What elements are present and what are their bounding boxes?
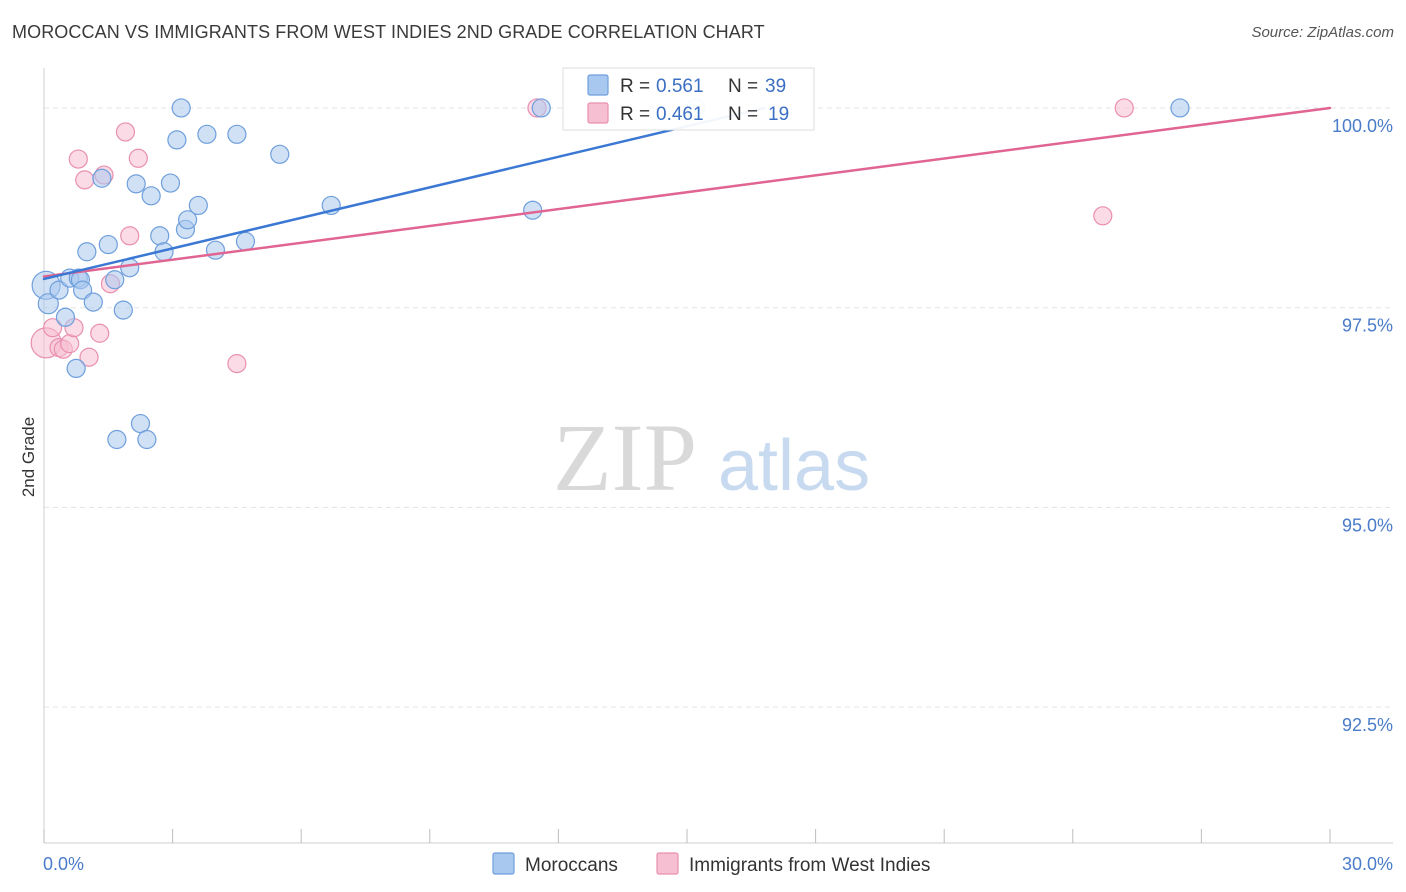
moroccan-point-5 <box>66 358 86 379</box>
legend-label-west-indies: Immigrants from West Indies <box>689 855 930 876</box>
moroccan-point-16 <box>120 258 140 278</box>
moroccan-point-27 <box>178 210 198 230</box>
moroccan-point-38 <box>1170 98 1190 118</box>
west-indies-point-9 <box>90 323 110 343</box>
stat-n-value-west-indies: 19 <box>768 104 789 125</box>
watermark-zip: ZIP <box>553 404 697 511</box>
watermark: ZIP atlas <box>553 404 870 511</box>
stat-r-value-west-indies: 0.461 <box>656 104 704 125</box>
moroccan-point-2 <box>49 280 69 300</box>
moroccan-point-3 <box>55 307 76 327</box>
stat-n-label-1: N = <box>728 76 758 97</box>
moroccan-point-21 <box>150 226 170 246</box>
moroccan-point-10 <box>83 292 103 312</box>
moroccan-point-33 <box>270 144 290 164</box>
data-points <box>30 98 1190 450</box>
legend-label-moroccans: Moroccans <box>525 855 618 876</box>
moroccan-point-15 <box>113 300 133 320</box>
moroccan-point-23 <box>160 173 181 193</box>
stat-swatch-west-indies <box>587 102 609 124</box>
west-indies-point-18 <box>1114 98 1134 118</box>
west-indies-point-1 <box>42 318 63 338</box>
moroccan-trend-line <box>42 106 766 281</box>
moroccan-point-18 <box>130 413 151 434</box>
stat-r-label-2: R = <box>620 104 650 125</box>
moroccan-point-1 <box>37 293 59 315</box>
moroccan-point-29 <box>197 124 217 144</box>
west-indies-point-12 <box>115 122 136 142</box>
y-tick-label-2: 95.0% <box>1342 515 1393 535</box>
west-indies-trend-line <box>42 106 1332 278</box>
watermark-atlas: atlas <box>718 426 870 506</box>
x-tick-label-min: 0.0% <box>43 854 84 874</box>
moroccan-point-28 <box>188 195 208 216</box>
moroccan-point-12 <box>98 234 118 255</box>
trend-lines <box>42 106 1332 281</box>
y-tick-label-3: 92.5% <box>1342 715 1393 735</box>
moroccan-point-14 <box>107 429 127 450</box>
west-indies-point-8 <box>79 347 99 367</box>
y-tick-labels: 100.0% 97.5% 95.0% 92.5% <box>1332 116 1393 735</box>
moroccan-point-35 <box>523 200 543 220</box>
chart-source: Source: ZipAtlas.com <box>1251 24 1394 41</box>
west-indies-point-7 <box>75 170 95 190</box>
legend-swatch-west-indies <box>656 852 679 875</box>
west-indies-point-6 <box>68 149 88 169</box>
west-indies-point-13 <box>120 226 140 246</box>
stat-swatch-moroccans <box>587 74 609 96</box>
series-legend: Moroccans Immigrants from West Indies <box>492 852 930 876</box>
stat-r-label-1: R = <box>620 76 650 97</box>
moroccan-point-9 <box>77 242 97 262</box>
grid-lines <box>44 107 1393 708</box>
y-axis-title: 2nd Grade <box>19 417 38 497</box>
west-indies-point-15 <box>227 354 247 374</box>
x-tick-label-max: 30.0% <box>1342 854 1393 874</box>
moroccan-point-17 <box>126 174 146 194</box>
west-indies-point-17 <box>1093 206 1113 226</box>
moroccan-point-8 <box>72 280 93 300</box>
moroccan-point-20 <box>141 186 161 206</box>
legend-swatch-moroccans <box>492 852 515 875</box>
moroccan-point-19 <box>137 429 157 450</box>
moroccan-point-25 <box>171 98 191 118</box>
axes <box>43 68 1393 844</box>
moroccan-point-11 <box>92 168 112 188</box>
stat-n-label-2: N = <box>728 104 758 125</box>
west-indies-point-4 <box>60 334 80 354</box>
west-indies-point-14 <box>128 148 148 168</box>
moroccan-point-13 <box>105 270 125 290</box>
moroccan-point-24 <box>167 130 187 150</box>
y-tick-label-0: 100.0% <box>1332 116 1393 136</box>
stat-r-value-moroccans: 0.561 <box>656 76 704 97</box>
y-tick-label-1: 97.5% <box>1342 316 1393 336</box>
stat-n-value-moroccans: 39 <box>765 76 786 97</box>
moroccan-point-31 <box>227 124 247 144</box>
moroccan-point-30 <box>205 240 226 260</box>
moroccan-point-36 <box>531 98 551 118</box>
moroccan-point-32 <box>235 231 256 251</box>
chart-title: MOROCCAN VS IMMIGRANTS FROM WEST INDIES … <box>12 22 765 42</box>
stats-legend: R = 0.561 N = 39 R = 0.461 N = 19 <box>562 67 815 131</box>
